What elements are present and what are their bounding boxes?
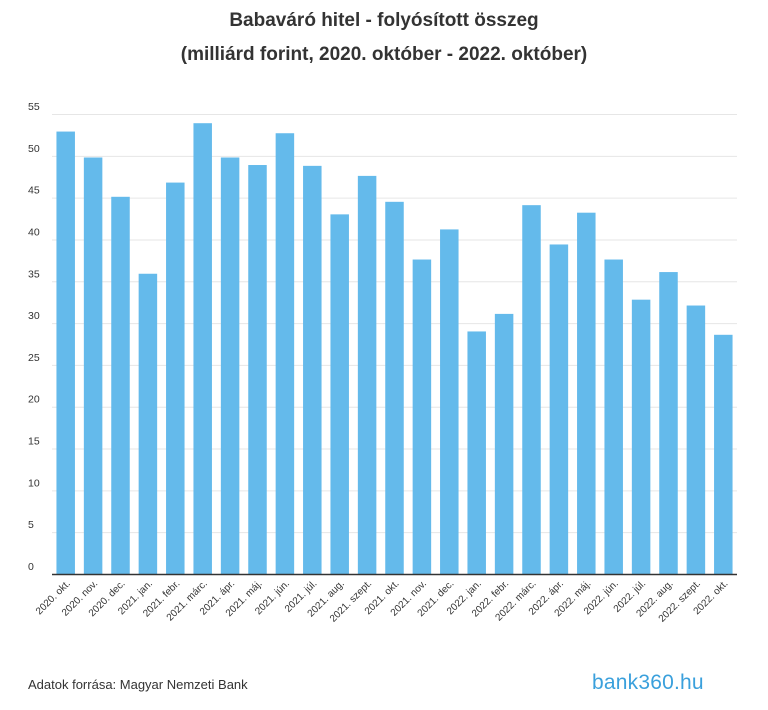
- bar: [604, 259, 623, 574]
- y-tick-label: 15: [28, 436, 40, 448]
- chart-title: Babaváró hitel - folyósított összeg: [229, 10, 539, 31]
- bar: [193, 123, 212, 574]
- chart-subtitle: (milliárd forint, 2020. október - 2022. …: [180, 44, 588, 65]
- bar: [631, 299, 651, 574]
- bar: [56, 131, 75, 574]
- bar: [440, 229, 459, 574]
- y-tick-label: 30: [28, 310, 40, 322]
- bar: [494, 313, 514, 574]
- y-tick-label: 20: [28, 394, 40, 406]
- y-tick-label: 5: [28, 519, 34, 531]
- y-tick-label: 10: [28, 477, 40, 489]
- x-axis-ticks: 2020. okt.2020. nov.2020. dec.2021. jan.…: [34, 578, 730, 624]
- bar: [220, 157, 240, 574]
- bar: [357, 175, 377, 574]
- bar: [467, 331, 486, 574]
- y-tick-label: 25: [28, 352, 40, 364]
- bar: [330, 214, 349, 574]
- bar: [686, 305, 706, 574]
- bars: [56, 123, 733, 575]
- bar: [577, 212, 596, 574]
- bar: [111, 196, 130, 575]
- y-tick-label: 0: [28, 561, 34, 573]
- bar: [275, 133, 295, 574]
- y-tick-label: 45: [28, 185, 40, 197]
- y-tick-label: 55: [28, 101, 40, 113]
- y-tick-label: 50: [28, 143, 40, 155]
- bar: [659, 272, 678, 574]
- y-tick-label: 35: [28, 268, 40, 280]
- bar: [138, 273, 158, 574]
- y-tick-label: 40: [28, 226, 40, 238]
- bar: [714, 334, 733, 574]
- bar: [166, 182, 185, 574]
- bar: [412, 259, 432, 574]
- bar: [83, 157, 103, 574]
- bar: [248, 165, 267, 574]
- bar-chart: 0 5 10 15 20 25 30 35 40 45 50 55 2020. okt.2020. n…: [28, 101, 737, 625]
- bar: [549, 244, 569, 575]
- source-note: Adatok forrása: Magyar Nemzeti Bank: [28, 677, 248, 692]
- bar: [522, 205, 541, 574]
- bar: [303, 165, 322, 574]
- bar: [385, 201, 404, 574]
- brand-logo: bank360.hu: [592, 671, 704, 694]
- y-axis-ticks: 0 5 10 15 20 25 30 35 40 45 50 55: [28, 101, 40, 573]
